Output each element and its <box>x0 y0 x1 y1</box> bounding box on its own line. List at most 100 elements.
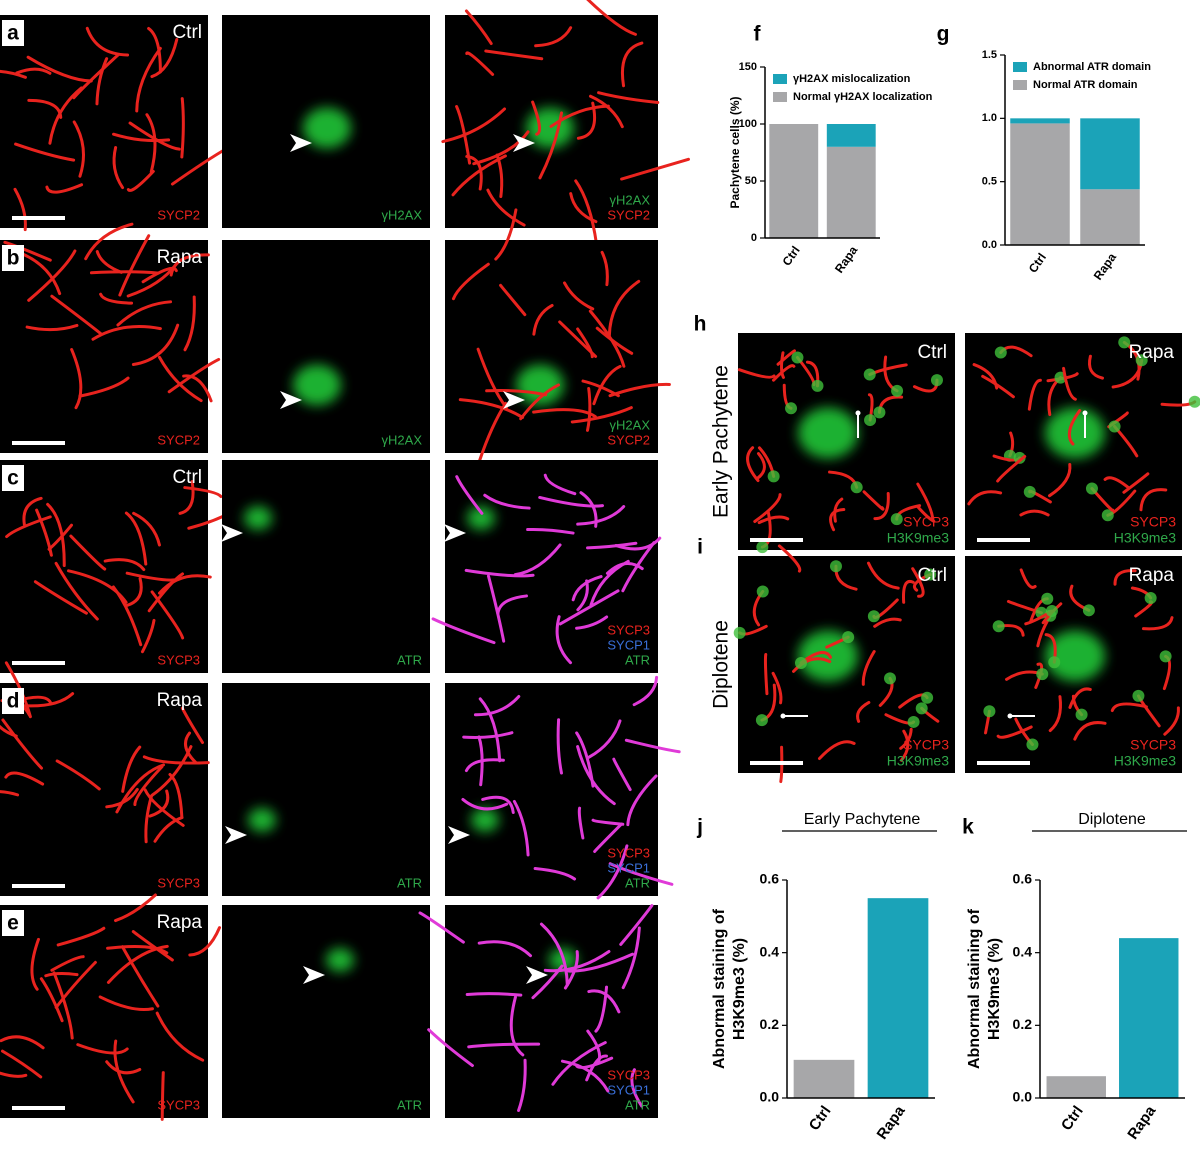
chromosome-axis <box>84 222 134 261</box>
chromosome-axis <box>771 671 783 705</box>
channel-label: SYCP2 <box>157 432 200 447</box>
image-background <box>0 15 208 228</box>
chromosome-axis <box>592 364 622 406</box>
chromosome-axis <box>915 504 936 523</box>
condition-label: Rapa <box>157 247 203 268</box>
chromosome-axis <box>614 536 662 551</box>
channel-label: SYCP1 <box>607 860 650 875</box>
chromosome-axis <box>158 574 212 595</box>
chromosome-axis <box>458 398 525 419</box>
chromosome-axis <box>780 351 785 379</box>
legend-label: γH2AX mislocalization <box>793 73 911 85</box>
chromosome-axis <box>589 559 630 607</box>
chromosome-axis <box>556 718 563 775</box>
chromosome-axis <box>549 104 610 128</box>
chromosome-axis <box>595 326 634 355</box>
chromosome-axis <box>512 799 530 857</box>
chromosome-axis <box>862 490 885 511</box>
micrograph <box>441 0 690 246</box>
chromosome-axis <box>526 527 575 535</box>
chromosome-axis <box>576 579 589 612</box>
bar-segment <box>1010 123 1070 245</box>
condition-label: Rapa <box>157 912 203 933</box>
channel-label: γH2AX <box>382 207 423 222</box>
chromosome-axis <box>15 67 52 75</box>
chromosome-axis <box>532 408 597 419</box>
chromosome-axis <box>756 452 766 480</box>
chromosome-axis <box>626 774 658 827</box>
chromosome-axis <box>486 188 526 227</box>
condition-label: Ctrl <box>917 565 947 586</box>
letter-background <box>2 245 24 271</box>
legend-label: Normal γH2AX localization <box>793 91 933 103</box>
chromosome-axis <box>1027 378 1042 411</box>
chromosome-axis <box>25 323 79 332</box>
chromosome-axis <box>499 283 527 317</box>
chromosome-axis <box>1073 721 1107 741</box>
chromosome-axis <box>183 295 196 352</box>
chromosome-axis <box>538 495 605 508</box>
y-tick-label: 1.0 <box>982 112 997 124</box>
letter-background <box>2 20 24 46</box>
signal-dot <box>924 568 937 581</box>
signal-dot <box>850 481 863 494</box>
chromosome-axis <box>131 323 180 366</box>
chromosome-axis <box>462 731 514 739</box>
signal-dot <box>930 374 943 387</box>
y-tick-label: 0.6 <box>1013 871 1033 887</box>
chromosome-axis <box>182 374 213 403</box>
chromosome-axis <box>54 960 97 1009</box>
y-tick-label: 100 <box>739 118 757 130</box>
channel-label: SYCP3 <box>157 875 200 890</box>
chromosome-axis <box>608 862 674 886</box>
legend-swatch <box>1013 80 1027 90</box>
y-axis-label: Pachytene cells (%) <box>728 96 742 208</box>
chromosome-axis <box>27 98 63 119</box>
channel-label: ATR <box>397 1097 422 1112</box>
chromosome-axis <box>551 1041 607 1086</box>
chromosome-axis <box>464 9 493 46</box>
micrograph <box>222 240 430 453</box>
chromosome-axis <box>148 789 170 818</box>
chromosome-axis <box>586 541 638 550</box>
letter-background <box>2 910 24 936</box>
chromosome-axis <box>465 992 523 997</box>
chromosome-axis <box>111 585 143 647</box>
micrograph <box>445 675 681 900</box>
chromosome-axis <box>757 515 790 525</box>
chromosome-axis <box>513 543 562 577</box>
chromosome-axis <box>586 386 592 432</box>
arrowhead <box>526 966 548 984</box>
channel-label: SYCP2 <box>607 432 650 447</box>
chromosome-axis <box>112 146 125 190</box>
y-tick-label: 0 <box>751 232 757 244</box>
chromosome-axis <box>996 725 1033 739</box>
y-axis-label: H3K9me3 (%) <box>986 938 1003 1040</box>
chromosome-axis <box>967 490 1003 506</box>
chromosome-axis <box>587 989 621 1014</box>
signal-dot <box>1144 591 1157 604</box>
chromosome-axis <box>519 383 560 421</box>
chromosome-axis <box>106 944 169 955</box>
chromosome-axis <box>472 130 530 166</box>
chromosome-axis <box>461 797 509 811</box>
chromosome-axis <box>5 515 52 539</box>
arrowhead <box>225 826 247 844</box>
chromosome-axis <box>427 1028 474 1068</box>
chromosome-axis <box>160 1071 165 1121</box>
chromosome-axis <box>478 697 502 763</box>
chromosome-axis <box>539 922 569 987</box>
arrowhead <box>503 391 525 409</box>
y-axis-label: Abnormal staining of <box>711 908 728 1069</box>
signal-blob <box>471 808 499 832</box>
image-background <box>222 683 430 896</box>
chromosome-axis <box>455 475 484 515</box>
signal-dot <box>992 620 1005 633</box>
chromosome-axis <box>70 348 83 410</box>
chromosome-axis <box>571 575 603 602</box>
chromosome-axis <box>1141 616 1174 631</box>
panel-letter: h <box>694 313 707 336</box>
chromosome-axis <box>538 111 563 180</box>
chromosome-axis <box>50 955 85 972</box>
channel-label: H3K9me3 <box>887 753 949 769</box>
